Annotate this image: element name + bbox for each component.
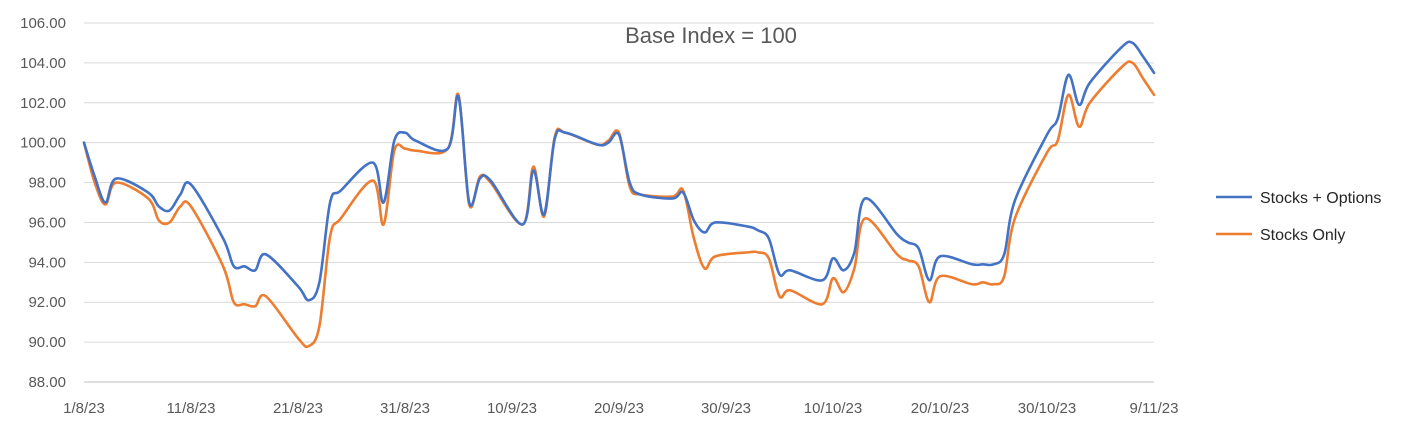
legend-label: Stocks Only [1260, 227, 1345, 244]
x-tick-label: 30/10/23 [1018, 400, 1076, 417]
y-axis-tick-labels: 88.00 90.00 92.00 94.00 96.00 98.00 100.00 102.… [20, 15, 66, 391]
x-axis-tick-labels: 1/8/23 11/8/23 21/8/23 31/8/23 10/9/23 20/9/2… [63, 400, 1178, 417]
y-tick-label: 94.00 [28, 254, 66, 271]
y-tick-label: 102.00 [20, 95, 66, 112]
series-line-stocks-only [82, 60, 1156, 349]
y-tick-label: 88.00 [28, 374, 66, 391]
series-line-stocks-plus-options [82, 40, 1156, 302]
y-tick-label: 92.00 [28, 294, 66, 311]
y-tick-label: 100.00 [20, 135, 66, 152]
x-tick-label: 31/8/23 [380, 400, 430, 417]
x-tick-label: 1/8/23 [63, 400, 105, 417]
x-tick-label: 30/9/23 [701, 400, 751, 417]
x-tick-label: 21/8/23 [273, 400, 323, 417]
chart-title: Base Index = 100 [625, 23, 797, 48]
x-tick-label: 20/9/23 [594, 400, 644, 417]
x-tick-label: 10/10/23 [804, 400, 862, 417]
x-tick-label: 11/8/23 [167, 400, 216, 417]
y-tick-label: 104.00 [20, 55, 66, 72]
y-tick-label: 106.00 [20, 15, 66, 32]
series-lines [82, 40, 1156, 349]
legend-label: Stocks + Options [1260, 190, 1381, 207]
x-tick-label: 20/10/23 [911, 400, 969, 417]
x-tick-label: 10/9/23 [487, 400, 537, 417]
y-tick-label: 98.00 [28, 175, 66, 192]
legend: Stocks + Options Stocks Only [1216, 190, 1381, 244]
y-tick-label: 96.00 [28, 214, 66, 231]
x-tick-label: 9/11/23 [1130, 400, 1179, 417]
y-tick-label: 90.00 [28, 334, 66, 351]
gridlines [84, 22, 1154, 383]
